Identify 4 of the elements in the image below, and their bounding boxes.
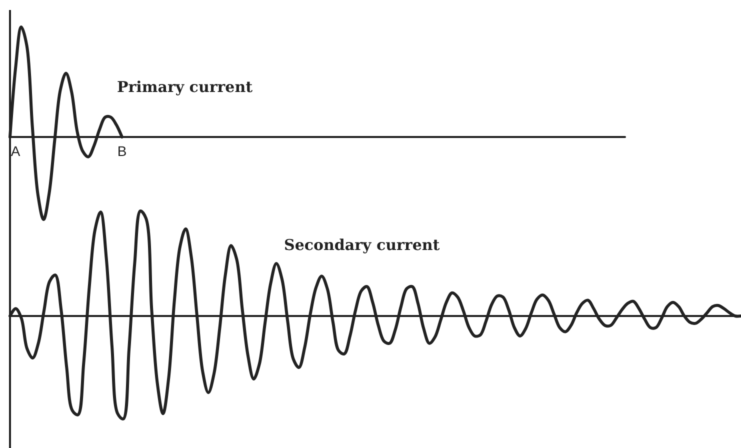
- x-tick-label: A: [10, 143, 21, 159]
- series-label: Secondary current: [284, 236, 440, 254]
- series-label: Primary current: [117, 78, 253, 96]
- x-tick-label: B: [117, 143, 127, 159]
